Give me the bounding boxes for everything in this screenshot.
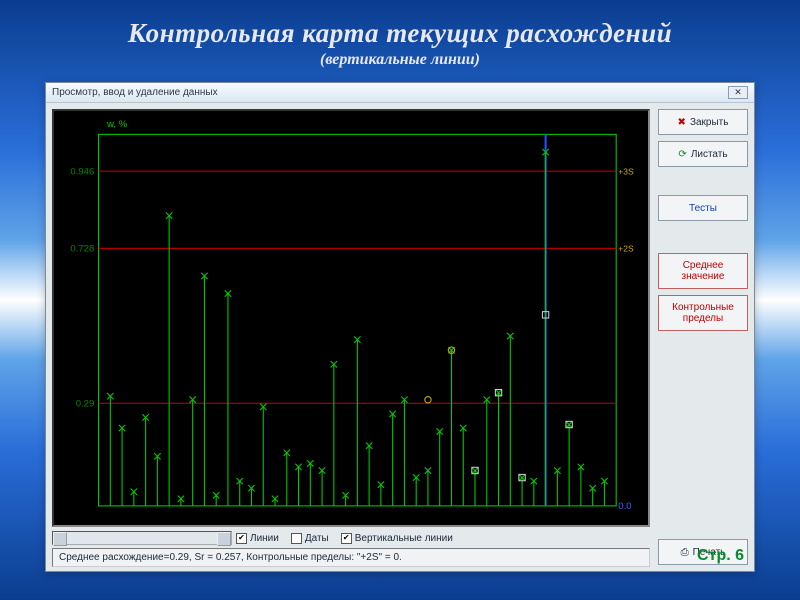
mean-label: Среднее значение	[663, 260, 743, 282]
app-body: w, % +2S +3S 0.29 0.728 0.946 0.0 ✔ Линии Даты…	[46, 103, 754, 571]
checkbox-vlines-box: ✔	[341, 533, 352, 544]
chart-bottom-row: ✔ Линии Даты ✔ Вертикальные линии	[52, 531, 650, 545]
side-column: ✖ Закрыть ⟳ Листать Тесты Среднее значен…	[654, 103, 754, 571]
refresh-icon: ⟳	[678, 149, 686, 160]
svg-text:0.29: 0.29	[76, 398, 95, 409]
status-line: Среднее расхождение=0.29, Sr = 0.257, Ко…	[52, 548, 650, 567]
checkbox-dates[interactable]: Даты	[291, 533, 329, 544]
chart-h-scrollbar[interactable]	[52, 531, 232, 545]
svg-text:+2S: +2S	[618, 243, 634, 253]
svg-text:+3S: +3S	[618, 166, 634, 176]
tests-button[interactable]: Тесты	[658, 195, 748, 221]
control-chart: w, % +2S +3S 0.29 0.728 0.946 0.0	[52, 109, 650, 527]
checkbox-lines-box: ✔	[236, 533, 247, 544]
browse-label: Листать	[691, 149, 728, 160]
titlebar[interactable]: Просмотр, ввод и удаление данных ✕	[46, 83, 754, 103]
window-title: Просмотр, ввод и удаление данных	[52, 87, 218, 98]
checkbox-row: ✔ Линии Даты ✔ Вертикальные линии	[236, 533, 453, 544]
close-icon: ✖	[678, 117, 686, 128]
checkbox-dates-box	[291, 533, 302, 544]
checkbox-vlines-label: Вертикальные линии	[355, 533, 453, 544]
checkbox-lines[interactable]: ✔ Линии	[236, 533, 279, 544]
window-controls: ✕	[728, 86, 748, 99]
slide-title-sub: (вертикальные линии)	[20, 51, 780, 69]
checkbox-vlines[interactable]: ✔ Вертикальные линии	[341, 533, 453, 544]
close-button[interactable]: ✖ Закрыть	[658, 109, 748, 135]
page-number: Стр. 6	[697, 547, 744, 565]
slide-title-main: Контрольная карта текущих расхождений	[20, 18, 780, 49]
print-icon: ⎙	[681, 547, 689, 558]
chart-column: w, % +2S +3S 0.29 0.728 0.946 0.0 ✔ Линии Даты…	[46, 103, 654, 571]
svg-text:0.728: 0.728	[70, 243, 94, 254]
limits-button[interactable]: Контрольные пределы	[658, 295, 748, 331]
browse-button[interactable]: ⟳ Листать	[658, 141, 748, 167]
app-window: Просмотр, ввод и удаление данных ✕ w, % +…	[45, 82, 755, 572]
svg-text:0.946: 0.946	[70, 166, 94, 177]
svg-text:0.0: 0.0	[618, 501, 631, 512]
slide-title: Контрольная карта текущих расхождений (в…	[0, 0, 800, 77]
limits-label: Контрольные пределы	[663, 302, 743, 324]
mean-button[interactable]: Среднее значение	[658, 253, 748, 289]
checkbox-lines-label: Линии	[250, 533, 279, 544]
window-close[interactable]: ✕	[728, 86, 748, 99]
close-label: Закрыть	[690, 117, 729, 128]
checkbox-dates-label: Даты	[305, 533, 329, 544]
svg-text:w, %: w, %	[106, 119, 128, 130]
tests-label: Тесты	[689, 203, 717, 214]
